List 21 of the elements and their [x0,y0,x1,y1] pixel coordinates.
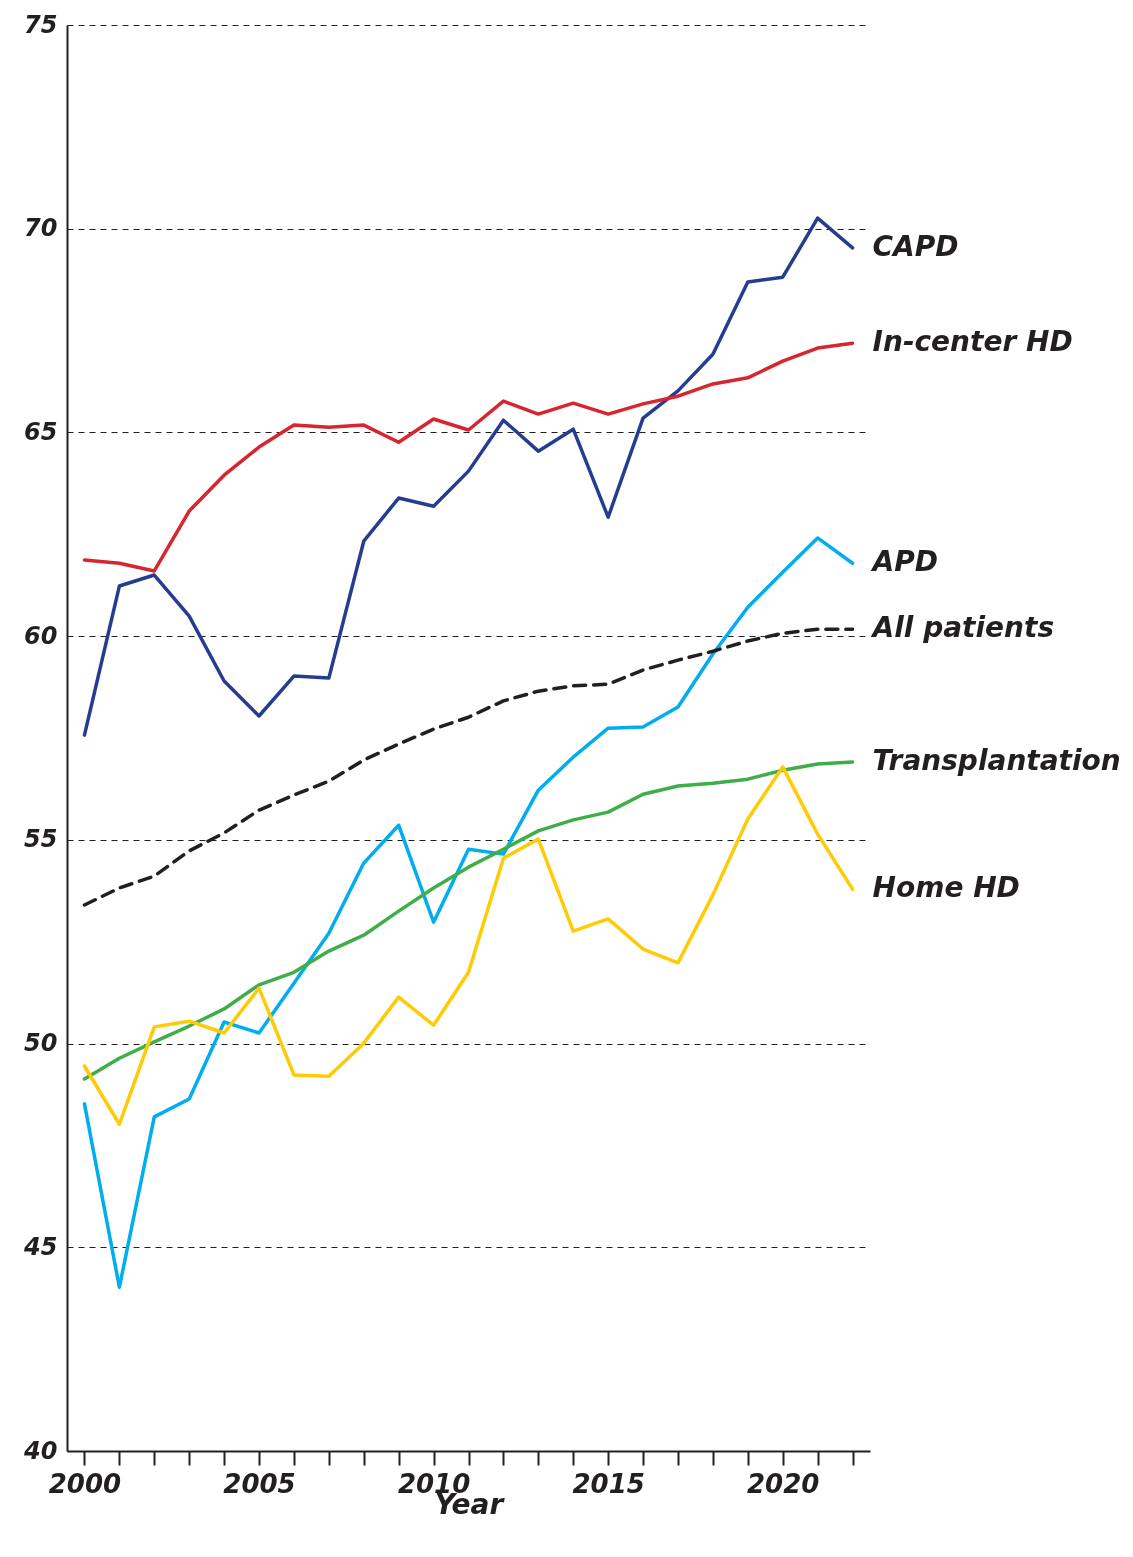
series-label: In-center HD [872,325,1073,359]
series-label: Transplantation [872,744,1121,778]
y-tick-label: 60 [24,621,58,650]
y-tick-label: 65 [24,417,58,446]
y-tick-label: 55 [24,825,58,854]
series-label: APD [870,545,938,579]
line-series [82,216,855,737]
line-series [82,536,855,1289]
series-label: Home HD [872,871,1020,905]
y-tick-label: 40 [23,1436,58,1465]
y-tick-label: 70 [24,214,58,243]
y-tick-label: 75 [24,10,58,39]
x-tick-label: 2005 [223,1468,296,1499]
series-label: All patients [870,611,1055,645]
y-tick-label: 50 [24,1029,58,1058]
x-tick-label: 2020 [747,1468,820,1499]
y-tick-label: 45 [23,1232,58,1261]
x-tick-label: 2000 [48,1468,122,1499]
series-label: CAPD [872,229,959,263]
line-series [82,341,855,573]
x-tick-label: 2015 [572,1468,645,1499]
